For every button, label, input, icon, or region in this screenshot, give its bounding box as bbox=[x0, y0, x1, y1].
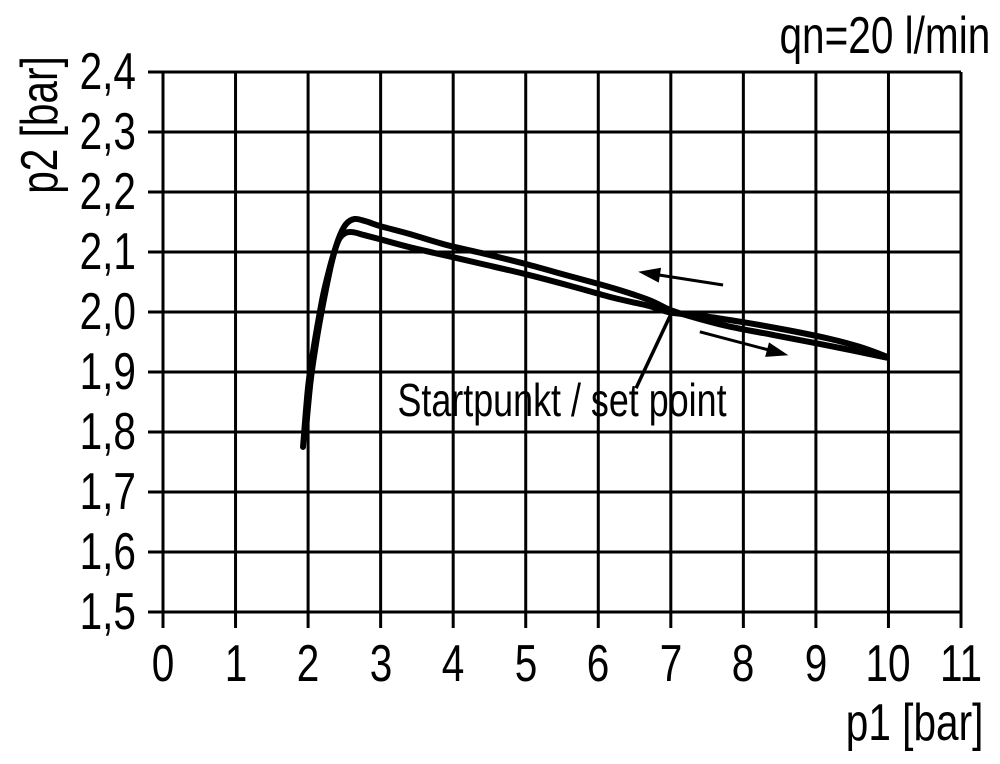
y-tick-label: 1,8 bbox=[79, 403, 136, 461]
curve-pass-inner bbox=[300, 228, 890, 450]
x-tick-label: 4 bbox=[441, 635, 465, 693]
chart-title: qn=20 l/min bbox=[779, 7, 990, 65]
arrow-decreasing-p1-shaft bbox=[654, 272, 724, 287]
y-tick-label: 2,1 bbox=[79, 223, 136, 281]
x-tick-label: 8 bbox=[732, 635, 755, 693]
y-tick-label: 2,3 bbox=[79, 103, 136, 161]
x-tick-label: 10 bbox=[865, 635, 912, 693]
x-tick-label: 6 bbox=[586, 635, 610, 693]
y-tick-label: 2,0 bbox=[79, 283, 136, 341]
y-tick-label: 1,7 bbox=[79, 463, 136, 521]
annotation-set-point: Startpunkt / set point bbox=[397, 374, 727, 426]
x-tick-label: 0 bbox=[151, 635, 175, 693]
arrow-decreasing-p1-head bbox=[638, 267, 662, 283]
y-tick-label: 1,5 bbox=[79, 583, 136, 641]
y-tick-label: 2,2 bbox=[79, 163, 136, 221]
x-tick-label: 7 bbox=[659, 635, 683, 693]
x-tick-label: 2 bbox=[296, 635, 320, 693]
x-tick-label: 9 bbox=[804, 635, 828, 693]
x-axis-title: p1 [bar] bbox=[845, 694, 983, 752]
x-tick-label: 11 bbox=[939, 635, 983, 693]
arrow-increasing-p1-shaft bbox=[699, 330, 773, 353]
x-tick-label: 5 bbox=[514, 635, 537, 693]
y-tick-label: 2,4 bbox=[79, 43, 136, 101]
arrow-increasing-p1-head bbox=[765, 342, 789, 357]
x-tick-label: 3 bbox=[369, 635, 392, 693]
annotation-leader-line bbox=[634, 311, 674, 389]
x-tick-label: 1 bbox=[224, 635, 247, 693]
y-tick-label: 1,9 bbox=[79, 343, 136, 401]
y-tick-label: 1,6 bbox=[79, 523, 136, 581]
